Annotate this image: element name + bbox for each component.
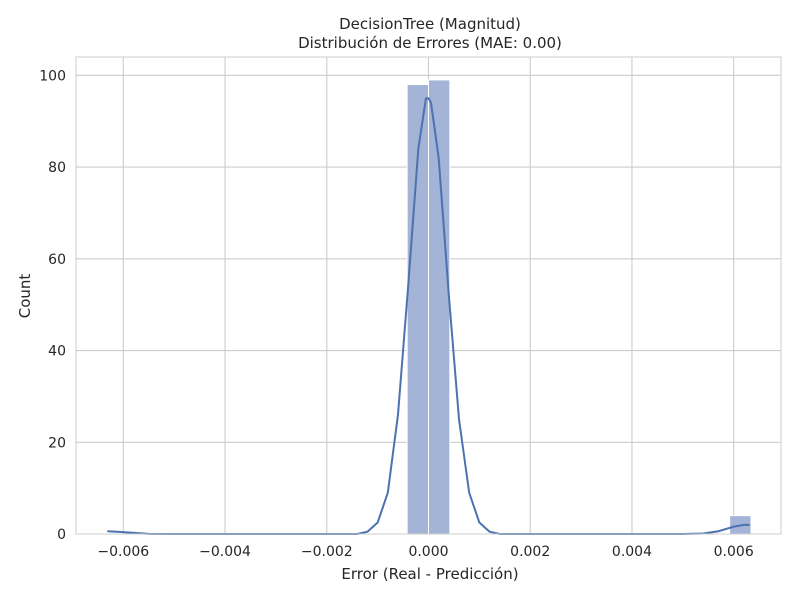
chart-subtitle: Distribución de Errores (MAE: 0.00) [298, 34, 562, 52]
x-tick-label: −0.006 [97, 544, 149, 560]
y-tick-label: 60 [48, 252, 66, 268]
x-tick-label: 0.002 [510, 544, 550, 560]
y-tick-label: 40 [48, 344, 66, 360]
x-axis-label: Error (Real - Predicción) [341, 565, 518, 583]
x-tick-label: 0.000 [408, 544, 448, 560]
histogram-bars [406, 79, 752, 535]
x-tick-label: −0.004 [199, 544, 251, 560]
x-tick-label: 0.004 [612, 544, 652, 560]
y-tick-label: 0 [57, 527, 66, 543]
histogram-bar [428, 79, 451, 535]
y-tick-label: 20 [48, 435, 66, 451]
plot-frame [75, 56, 782, 535]
x-tick-label: 0.006 [714, 544, 754, 560]
y-axis-label: Count [16, 274, 34, 319]
y-tick-label: 80 [48, 160, 66, 176]
tick-labels: −0.006 −0.004 −0.002 0.000 0.002 0.004 0.006 0 2… [39, 68, 754, 560]
x-tick-label: −0.002 [301, 544, 353, 560]
y-tick-label: 100 [39, 68, 66, 84]
chart-title: DecisionTree (Magnitud) [339, 15, 521, 33]
